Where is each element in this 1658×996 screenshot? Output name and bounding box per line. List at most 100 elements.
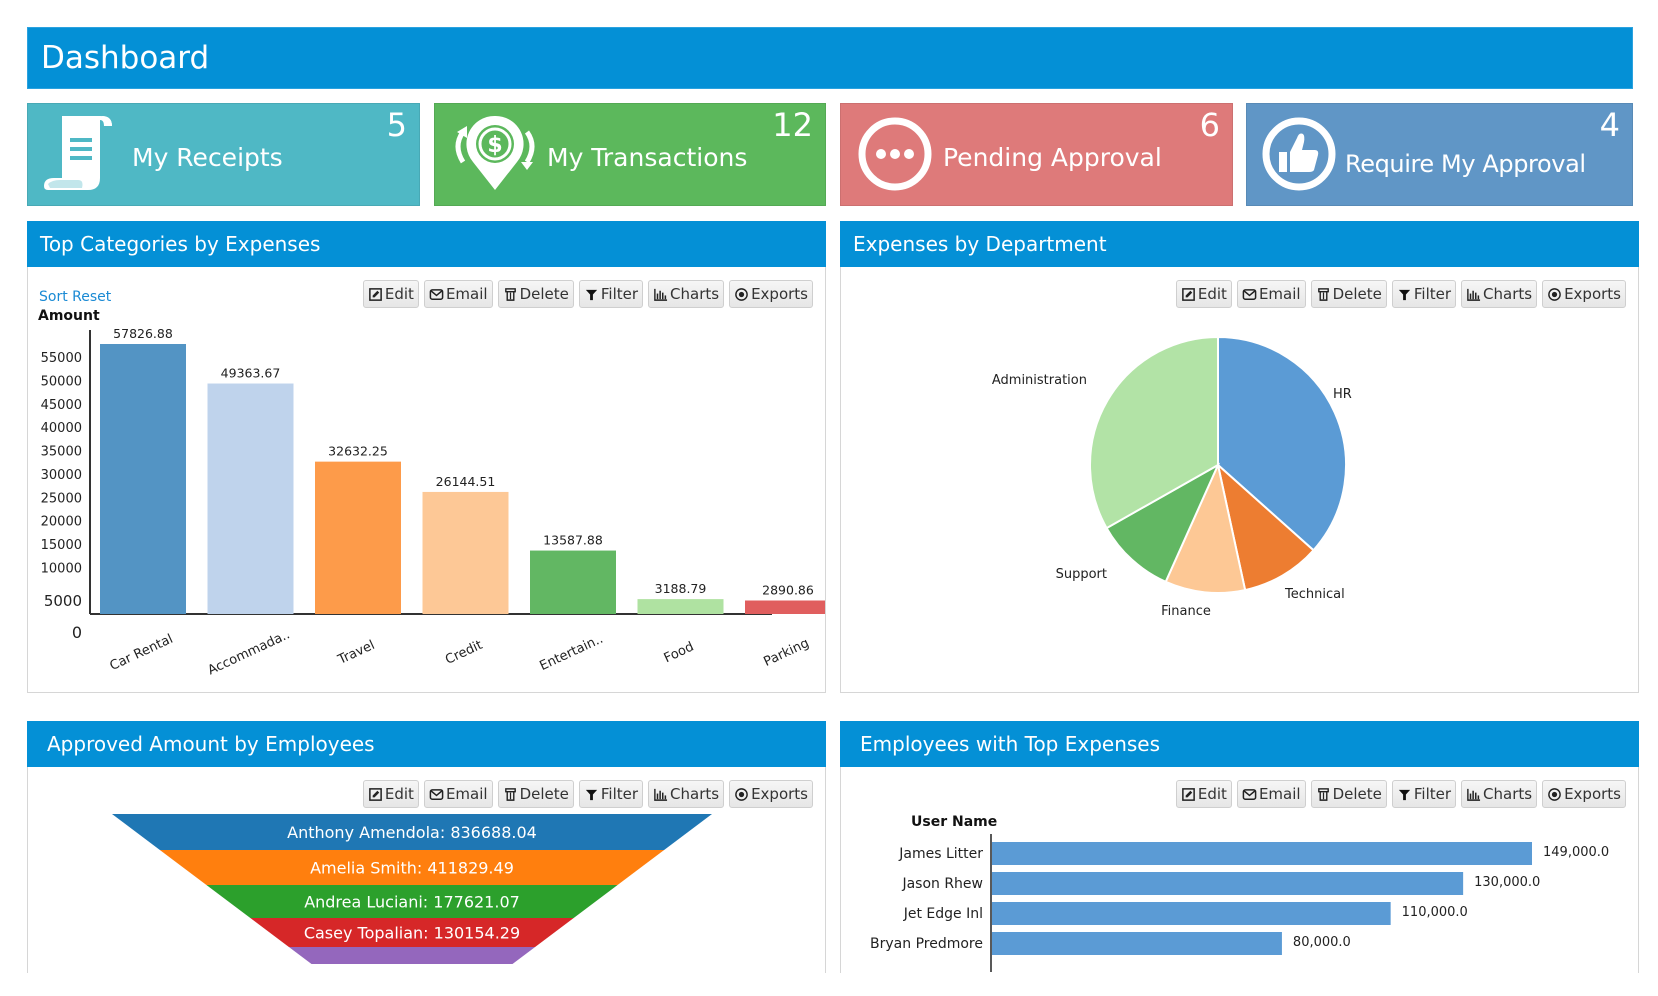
charts-button[interactable]: Charts bbox=[648, 780, 725, 808]
hbar[interactable] bbox=[992, 842, 1532, 865]
email-button[interactable]: Email bbox=[1236, 780, 1306, 808]
tile-label: My Transactions bbox=[547, 143, 748, 172]
x-tick-label: Car Rental bbox=[108, 632, 176, 674]
chart-toolbar: Edit Email Delete Filter Charts Exports bbox=[362, 280, 813, 308]
page-title: Dashboard bbox=[41, 40, 210, 76]
data-label: 2890.86 bbox=[762, 583, 814, 598]
delete-button[interactable]: Delete bbox=[1310, 280, 1387, 308]
filter-label: Filter bbox=[1413, 285, 1452, 303]
delete-button[interactable]: Delete bbox=[497, 280, 574, 308]
export-icon bbox=[735, 287, 748, 301]
trash-icon bbox=[1317, 287, 1329, 301]
bar[interactable] bbox=[637, 599, 724, 614]
exports-button[interactable]: Exports bbox=[729, 780, 813, 808]
dashboard-header: Dashboard bbox=[27, 27, 1633, 89]
funnel-label: Amelia Smith: 411829.49 bbox=[310, 859, 514, 878]
tile-require-my-approval[interactable]: Require My Approval 4 bbox=[1246, 103, 1633, 206]
tile-my-receipts[interactable]: My Receipts 5 bbox=[27, 103, 420, 206]
pie-slice[interactable] bbox=[1105, 462, 1221, 584]
bar[interactable] bbox=[100, 344, 186, 614]
funnel-label: Casey Topalian: 130154.29 bbox=[304, 924, 520, 943]
email-label: Email bbox=[445, 785, 488, 803]
pie-slice[interactable] bbox=[1216, 462, 1315, 592]
delete-button[interactable]: Delete bbox=[1310, 780, 1387, 808]
tile-count: 6 bbox=[1199, 106, 1220, 144]
funnel-label: Andrea Luciani: 177621.07 bbox=[304, 893, 520, 912]
delete-label: Delete bbox=[1332, 785, 1382, 803]
charts-button[interactable]: Charts bbox=[1461, 780, 1538, 808]
funnel-segment[interactable] bbox=[206, 885, 618, 918]
edit-icon bbox=[1182, 787, 1195, 801]
bar-chart-icon bbox=[654, 288, 668, 301]
email-button[interactable]: Email bbox=[423, 280, 493, 308]
funnel-segment[interactable] bbox=[250, 918, 574, 947]
data-label: 149,000.0 bbox=[1543, 845, 1609, 860]
y-axis-label: Amount bbox=[38, 308, 100, 324]
bar-chart-icon bbox=[1467, 288, 1481, 301]
filter-button[interactable]: Filter bbox=[578, 780, 644, 808]
exports-label: Exports bbox=[751, 285, 808, 303]
edit-icon bbox=[369, 287, 382, 301]
charts-label: Charts bbox=[1483, 285, 1533, 303]
edit-button[interactable]: Edit bbox=[1175, 280, 1232, 308]
hbar[interactable] bbox=[992, 902, 1391, 925]
y-tick-label: 40000 bbox=[41, 421, 82, 436]
bar-chart-icon bbox=[654, 788, 668, 801]
receipt-icon bbox=[44, 116, 112, 190]
bar[interactable] bbox=[422, 491, 509, 614]
trash-icon bbox=[1317, 787, 1329, 801]
filter-icon bbox=[585, 789, 597, 800]
charts-button[interactable]: Charts bbox=[648, 280, 725, 308]
funnel-segment[interactable] bbox=[112, 814, 712, 850]
tile-label: Require My Approval bbox=[1345, 150, 1586, 178]
y-tick-label: 5000 bbox=[44, 592, 82, 610]
filter-icon bbox=[585, 289, 597, 300]
filter-button[interactable]: Filter bbox=[1391, 780, 1457, 808]
edit-button[interactable]: Edit bbox=[362, 780, 419, 808]
panel-title: Approved Amount by Employees bbox=[47, 732, 375, 756]
y-tick-label: 50000 bbox=[41, 375, 82, 390]
exports-button[interactable]: Exports bbox=[1542, 780, 1626, 808]
hbar[interactable] bbox=[992, 932, 1282, 955]
bar[interactable] bbox=[745, 600, 825, 614]
y-axis-label: User Name bbox=[911, 814, 997, 830]
bar[interactable] bbox=[207, 383, 294, 614]
approved-funnel-chart: Anthony Amendola: 836688.04 Amelia Smith:… bbox=[112, 814, 712, 964]
email-icon bbox=[429, 788, 444, 800]
edit-icon bbox=[369, 787, 382, 801]
exports-button[interactable]: Exports bbox=[1542, 280, 1626, 308]
funnel-segment[interactable] bbox=[159, 850, 665, 885]
charts-button[interactable]: Charts bbox=[1461, 280, 1538, 308]
tile-pending-approval[interactable]: Pending Approval 6 bbox=[840, 103, 1233, 206]
delete-button[interactable]: Delete bbox=[497, 780, 574, 808]
edit-label: Edit bbox=[1197, 785, 1227, 803]
pie-slice[interactable] bbox=[1089, 335, 1219, 530]
panel-expenses-by-department: Expenses by Department Edit Email Delete… bbox=[840, 221, 1639, 693]
funnel-label: Anthony Amendola: 836688.04 bbox=[287, 823, 537, 842]
filter-label: Filter bbox=[600, 285, 639, 303]
category-bar-chart: Amount5500050000450004000035000300002500… bbox=[38, 308, 825, 678]
tile-my-transactions[interactable]: $ My Transactions 12 bbox=[434, 103, 826, 206]
pie-label: Administration bbox=[992, 373, 1087, 388]
email-button[interactable]: Email bbox=[1236, 280, 1306, 308]
bar[interactable] bbox=[530, 550, 616, 614]
filter-label: Filter bbox=[600, 785, 639, 803]
x-tick-label: Food bbox=[662, 639, 697, 666]
pie-slice[interactable] bbox=[1164, 461, 1247, 594]
bar[interactable] bbox=[315, 461, 401, 614]
edit-button[interactable]: Edit bbox=[362, 280, 419, 308]
exports-button[interactable]: Exports bbox=[729, 280, 813, 308]
tile-label: My Receipts bbox=[132, 143, 283, 172]
sort-reset-link[interactable]: Sort Reset bbox=[39, 289, 112, 305]
svg-text:$: $ bbox=[487, 133, 502, 158]
email-button[interactable]: Email bbox=[423, 780, 493, 808]
exports-label: Exports bbox=[751, 785, 808, 803]
filter-button[interactable]: Filter bbox=[578, 280, 644, 308]
filter-button[interactable]: Filter bbox=[1391, 280, 1457, 308]
hbar[interactable] bbox=[992, 872, 1464, 895]
edit-button[interactable]: Edit bbox=[1175, 780, 1232, 808]
pie-label: Technical bbox=[1284, 587, 1345, 602]
dollar-transfer-icon: $ bbox=[455, 115, 535, 190]
funnel-segment[interactable] bbox=[288, 947, 536, 964]
pie-slice[interactable] bbox=[1217, 335, 1347, 552]
